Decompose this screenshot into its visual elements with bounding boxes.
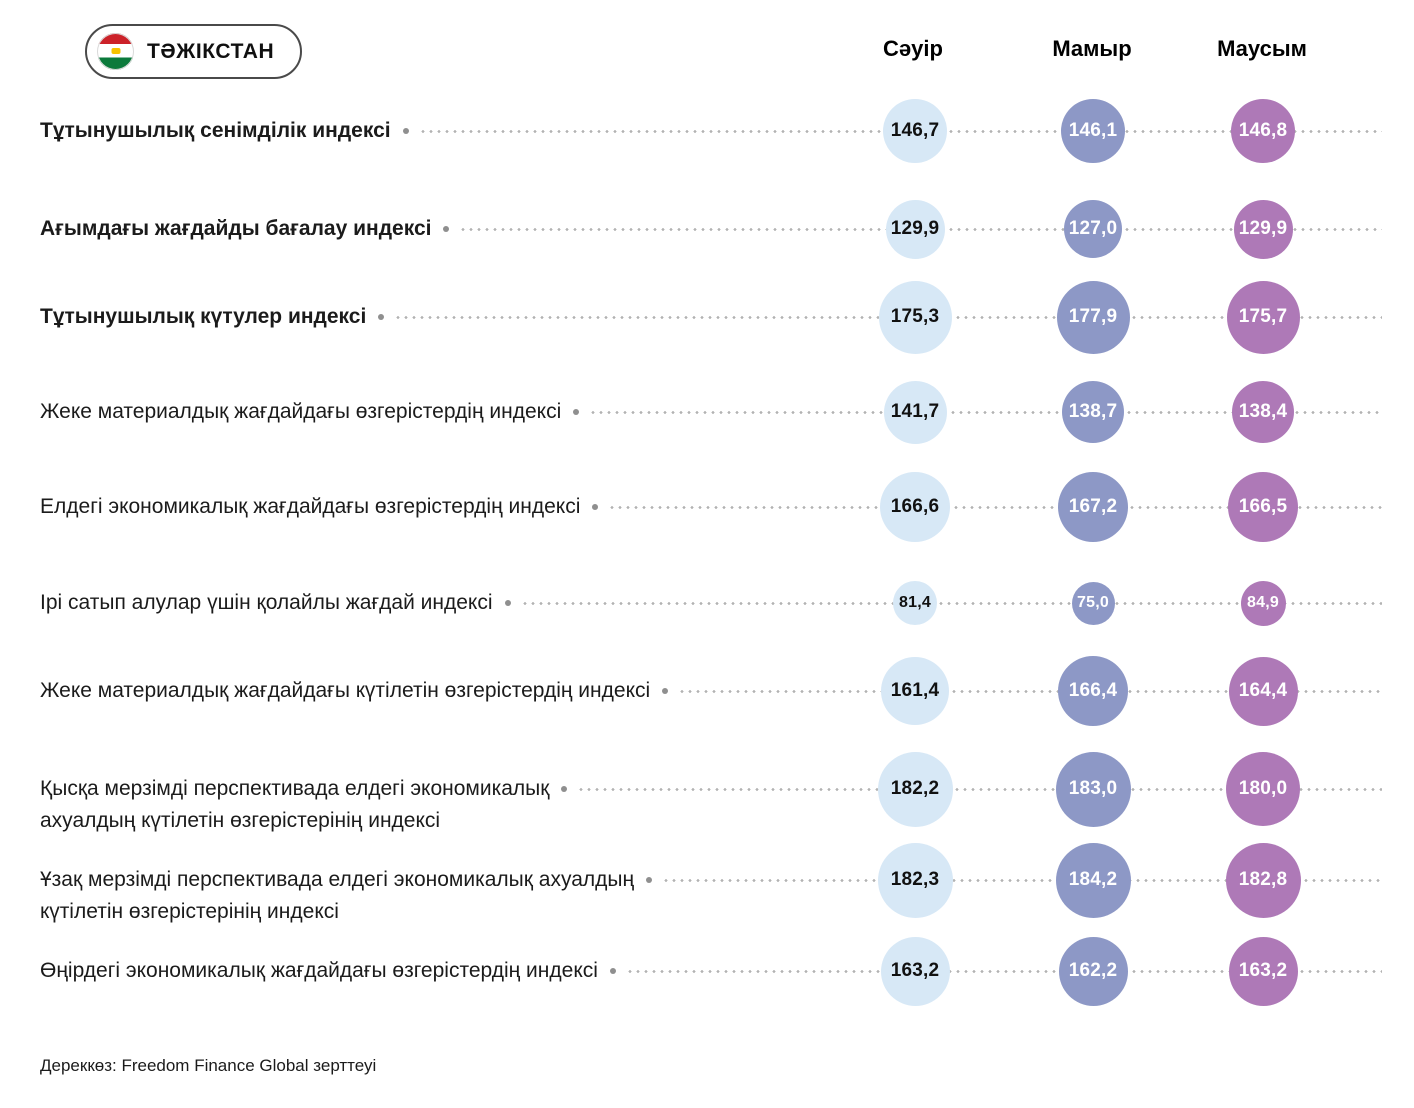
value-bubble-april: 163,2 xyxy=(880,936,950,1006)
value-bubble-may: 184,2 xyxy=(1055,842,1131,918)
index-row: Қысқа мерзімді перспективада елдегі экон… xyxy=(40,751,1382,837)
row-label: Өңірдегі экономикалық жағдайдағы өзгеріс… xyxy=(40,959,598,982)
value-bubble-may: 162,2 xyxy=(1058,936,1128,1006)
value-bubble-june: 163,2 xyxy=(1228,936,1298,1006)
row-label: Ұзақ мерзімді перспективада елдегі эконо… xyxy=(40,868,635,923)
value-bubble-june: 175,7 xyxy=(1226,280,1300,354)
row-label: Ірі сатып алулар үшін қолайлы жағдай инд… xyxy=(40,591,493,614)
leader-dot xyxy=(378,314,385,320)
value-bubble-may: 138,7 xyxy=(1062,381,1124,443)
row-label: Тұтынушылық сенімділік индексі xyxy=(40,119,391,142)
column-header-april: Сәуір xyxy=(883,36,943,61)
leader-dot xyxy=(402,128,409,134)
leader-dot xyxy=(646,877,653,883)
value-bubble-june: 164,4 xyxy=(1228,656,1298,726)
value-bubble-may: 146,1 xyxy=(1061,99,1125,163)
value-bubble-may: 166,4 xyxy=(1058,656,1128,726)
value-bubble-may: 75,0 xyxy=(1071,581,1115,625)
value-bubble-june: 180,0 xyxy=(1226,752,1300,826)
column-header-june: Маусым xyxy=(1217,36,1307,61)
row-label: Елдегі экономикалық жағдайдағы өзгерісте… xyxy=(40,495,581,518)
column-header-may: Мамыр xyxy=(1052,36,1132,61)
index-row: Тұтынушылық сенімділік индексі 146,7 146,1… xyxy=(40,99,1382,163)
index-row: Өңірдегі экономикалық жағдайдағы өзгеріс… xyxy=(40,936,1382,1006)
value-bubble-april: 161,4 xyxy=(881,657,949,725)
leader-dot xyxy=(504,600,511,606)
index-row: Жеке материалдық жағдайдағы өзгерістерді… xyxy=(40,380,1382,444)
country-badge: ТӘЖІКСТАН xyxy=(85,24,303,79)
row-label: Жеке материалдық жағдайдағы өзгерістерді… xyxy=(40,400,562,423)
dotted-leader-line xyxy=(625,970,1382,973)
dotted-leader-line xyxy=(520,602,1382,605)
row-label: Тұтынушылық күтулер индексі xyxy=(40,305,367,328)
leader-dot xyxy=(573,409,580,415)
value-bubble-june: 129,9 xyxy=(1233,199,1293,259)
row-label: Ағымдағы жағдайды бағалау индексі xyxy=(40,217,432,240)
value-bubble-april: 175,3 xyxy=(878,280,952,354)
index-row: Жеке материалдық жағдайдағы күтілетін өз… xyxy=(40,656,1382,726)
dotted-leader-line xyxy=(589,411,1382,414)
tajikistan-flag-icon xyxy=(97,33,134,70)
dotted-leader-line xyxy=(678,690,1382,693)
value-bubble-may: 177,9 xyxy=(1056,280,1130,354)
leader-dot xyxy=(561,786,568,792)
value-bubble-june: 182,8 xyxy=(1225,842,1301,918)
index-row: Елдегі экономикалық жағдайдағы өзгерісте… xyxy=(40,472,1382,542)
value-bubble-june: 146,8 xyxy=(1231,99,1295,163)
value-bubble-april: 166,6 xyxy=(880,472,950,542)
leader-dot xyxy=(443,226,450,232)
value-bubble-may: 127,0 xyxy=(1064,200,1122,258)
row-label: Жеке материалдық жағдайдағы күтілетін өз… xyxy=(40,679,651,702)
value-bubble-april: 182,2 xyxy=(877,751,953,827)
leader-dot xyxy=(609,968,616,974)
index-row: Ірі сатып алулар үшін қолайлы жағдай инд… xyxy=(40,580,1382,626)
leader-dot xyxy=(662,688,669,694)
dotted-leader-line xyxy=(608,506,1382,509)
value-bubble-june: 166,5 xyxy=(1228,472,1298,542)
value-bubble-april: 141,7 xyxy=(883,380,947,444)
index-row: Ұзақ мерзімді перспективада елдегі эконо… xyxy=(40,842,1382,928)
value-bubble-may: 183,0 xyxy=(1055,751,1131,827)
value-bubble-may: 167,2 xyxy=(1058,472,1128,542)
leader-dot xyxy=(592,504,599,510)
value-bubble-june: 138,4 xyxy=(1232,381,1294,443)
index-row: Ағымдағы жағдайды бағалау индексі 129,9 12… xyxy=(40,199,1382,259)
value-bubble-april: 182,3 xyxy=(877,842,953,918)
value-bubble-april: 129,9 xyxy=(885,199,945,259)
dotted-leader-line xyxy=(662,879,1382,882)
country-name: ТӘЖІКСТАН xyxy=(147,39,275,63)
dotted-leader-line xyxy=(577,788,1382,791)
index-row: Тұтынушылық күтулер индексі 175,3 177,9 175… xyxy=(40,280,1382,354)
row-label: Қысқа мерзімді перспективада елдегі экон… xyxy=(40,777,550,832)
value-bubble-april: 81,4 xyxy=(893,581,937,625)
value-bubble-june: 84,9 xyxy=(1240,580,1286,626)
value-bubble-april: 146,7 xyxy=(883,99,947,163)
source-note: Дереккөз: Freedom Finance Global зерттеу… xyxy=(40,1056,377,1075)
